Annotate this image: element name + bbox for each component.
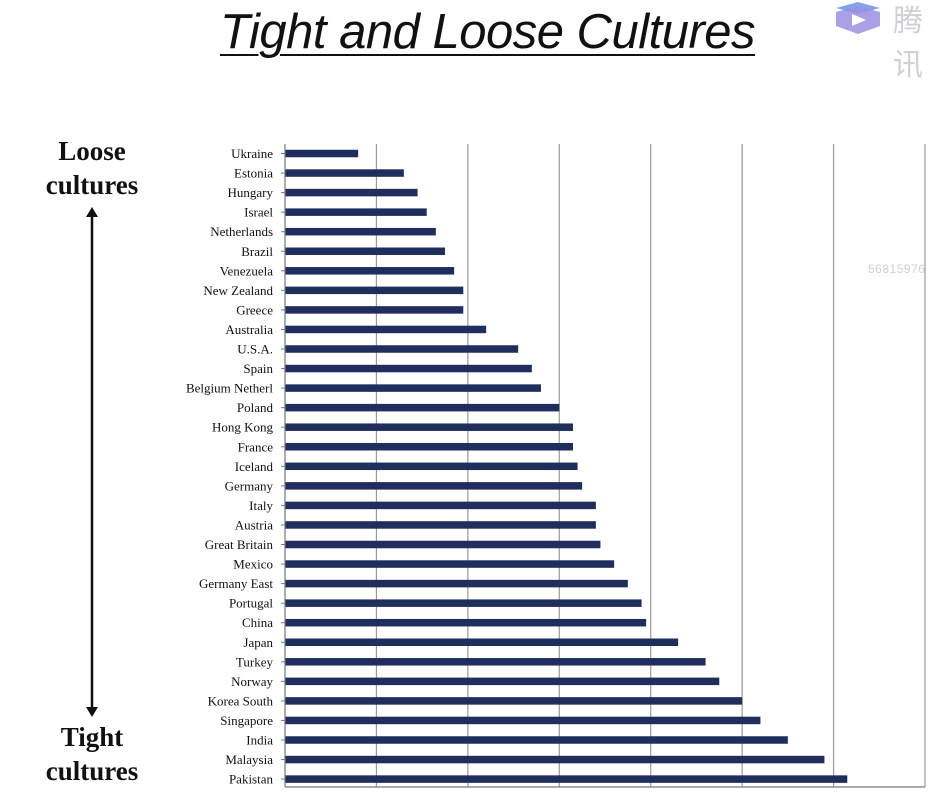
bar-china [285,618,647,627]
category-label: Ukraine [231,146,273,161]
bars [285,149,848,783]
category-label: Singapore [220,713,273,728]
category-label: Mexico [233,557,273,572]
tight-cultures-label: Tight cultures [22,720,162,788]
bar-great-britain [285,540,601,549]
category-label: Pakistan [229,772,274,787]
tight-label-line1: Tight [60,722,124,752]
category-label: Korea South [208,693,274,708]
bar-malaysia [285,755,825,764]
category-label: Turkey [236,654,274,669]
loose-label-line2: cultures [45,170,139,200]
category-label: U.S.A. [237,342,273,357]
category-label: Israel [244,205,273,220]
category-label: Germany [225,478,274,493]
category-label: Japan [243,635,273,650]
bar-estonia [285,169,404,177]
bar-singapore [285,716,761,725]
category-label: Great Britain [205,537,274,552]
category-labels: Ukraine Estonia Hungary Israel Netherlands Br… [186,146,274,787]
bar-israel [285,208,427,216]
bar-greece [285,306,464,314]
bar-poland [285,403,560,412]
category-label: France [238,439,274,454]
category-label: Hong Kong [212,420,274,435]
bar-brazil [285,247,445,255]
category-label: Poland [237,400,274,415]
category-label: Australia [225,322,273,337]
category-label: Venezuela [220,263,274,278]
bar-australia [285,325,487,334]
bar-germany-east [285,579,628,588]
bar-hong-kong [285,423,573,431]
bar-u-s-a [285,345,519,353]
bar-venezuela [285,267,455,275]
category-label: Netherlands [210,224,273,239]
category-label: Brazil [241,244,273,259]
bar-ukraine [285,149,359,158]
bar-mexico [285,560,615,568]
category-label: Greece [236,302,273,317]
category-label: Portugal [229,596,273,611]
category-label: Austria [235,517,274,532]
bar-italy [285,501,596,510]
bar-india [285,736,788,744]
category-label: Spain [243,361,273,376]
category-label: Germany East [199,576,273,591]
bar-iceland [285,462,578,471]
loose-label-line1: Loose [58,136,126,166]
axes [281,144,925,788]
video-logo-icon [836,2,880,34]
category-label: New Zealand [203,283,273,298]
category-label: India [246,733,273,748]
category-label: Italy [249,498,273,513]
bar-france [285,443,573,451]
logo-text: 腾讯 [893,4,923,83]
category-label: China [242,615,273,630]
category-label: Malaysia [225,752,273,767]
bar-korea-south [285,697,743,705]
bar-germany [285,482,583,490]
bar-norway [285,677,720,686]
bar-portugal [285,599,642,607]
bar-japan [285,638,679,646]
loose-cultures-label: Loose cultures [22,134,162,202]
category-label: Belgium Netherl [186,381,273,396]
bar-pakistan [285,775,848,783]
bar-spain [285,364,532,373]
tight-label-line2: cultures [45,756,139,786]
bar-turkey [285,658,706,666]
bar-netherlands [285,227,436,236]
bar-belgium-netherl [285,384,541,392]
category-label: Hungary [228,185,274,200]
category-label: Iceland [235,459,274,474]
watermark: 56815976 [868,262,926,276]
category-label: Estonia [234,166,273,181]
category-label: Norway [231,674,273,689]
bar-new-zealand [285,286,464,295]
bar-austria [285,521,596,529]
bar-hungary [285,188,418,197]
